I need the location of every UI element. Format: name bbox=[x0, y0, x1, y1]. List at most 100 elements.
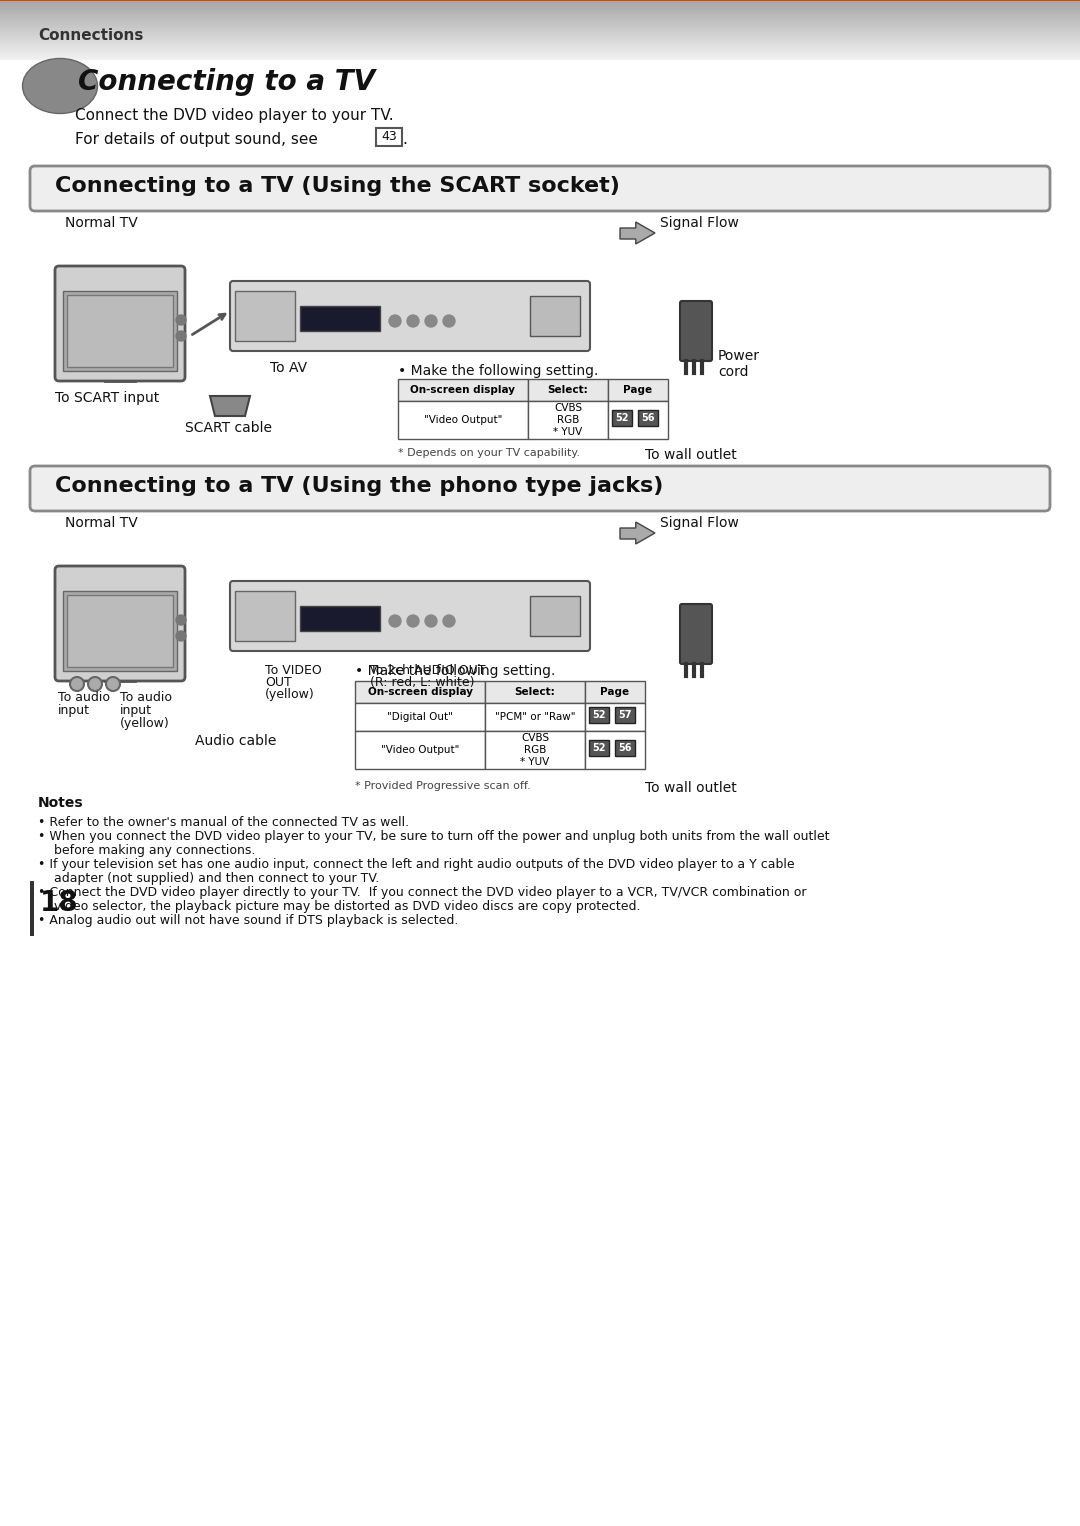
Bar bbox=[355, 703, 485, 731]
Bar bbox=[235, 291, 295, 340]
Text: On-screen display: On-screen display bbox=[367, 687, 473, 697]
Text: To 2ch AUDIO OUT: To 2ch AUDIO OUT bbox=[370, 664, 486, 678]
Text: SCART cable: SCART cable bbox=[185, 421, 272, 435]
Circle shape bbox=[407, 314, 419, 327]
Bar bbox=[615, 740, 635, 755]
Bar bbox=[485, 703, 585, 731]
Bar bbox=[485, 731, 585, 769]
Ellipse shape bbox=[23, 58, 97, 113]
Text: 52: 52 bbox=[616, 414, 629, 423]
Text: • If your television set has one audio input, connect the left and right audio o: • If your television set has one audio i… bbox=[38, 858, 795, 871]
Text: * Depends on your TV capability.: * Depends on your TV capability. bbox=[399, 449, 580, 458]
Text: Page: Page bbox=[623, 385, 652, 395]
Text: .: . bbox=[402, 133, 407, 146]
Bar bbox=[355, 731, 485, 769]
FancyBboxPatch shape bbox=[230, 581, 590, 652]
Polygon shape bbox=[620, 522, 654, 543]
Text: Connecting to a TV: Connecting to a TV bbox=[78, 69, 375, 96]
Text: "Digital Out": "Digital Out" bbox=[387, 713, 453, 722]
Circle shape bbox=[389, 314, 401, 327]
Circle shape bbox=[426, 314, 437, 327]
Text: To audio: To audio bbox=[58, 691, 110, 703]
Text: To SCART input: To SCART input bbox=[55, 391, 159, 404]
Circle shape bbox=[389, 615, 401, 627]
Text: Notes: Notes bbox=[38, 797, 83, 810]
Bar bbox=[585, 731, 645, 769]
Text: * Provided Progressive scan off.: * Provided Progressive scan off. bbox=[355, 781, 530, 790]
Bar bbox=[300, 307, 380, 331]
Circle shape bbox=[176, 615, 186, 626]
Bar bbox=[585, 681, 645, 703]
Circle shape bbox=[87, 678, 102, 691]
Polygon shape bbox=[210, 397, 249, 417]
Text: • Connect the DVD video player directly to your TV.  If you connect the DVD vide: • Connect the DVD video player directly … bbox=[38, 887, 807, 899]
Text: Signal Flow: Signal Flow bbox=[660, 516, 739, 530]
Text: adapter (not supplied) and then connect to your TV.: adapter (not supplied) and then connect … bbox=[38, 871, 379, 885]
Text: On-screen display: On-screen display bbox=[410, 385, 515, 395]
FancyBboxPatch shape bbox=[30, 166, 1050, 211]
Circle shape bbox=[176, 314, 186, 325]
Bar bbox=[399, 401, 528, 439]
Text: 56: 56 bbox=[642, 414, 654, 423]
Text: For details of output sound, see: For details of output sound, see bbox=[75, 133, 323, 146]
Text: (R: red, L: white): (R: red, L: white) bbox=[370, 676, 474, 690]
Bar bbox=[530, 296, 580, 336]
Bar bbox=[235, 591, 295, 641]
Text: Connect the DVD video player to your TV.: Connect the DVD video player to your TV. bbox=[75, 108, 393, 124]
FancyBboxPatch shape bbox=[680, 301, 712, 362]
Text: 43: 43 bbox=[381, 130, 396, 142]
Text: Normal TV: Normal TV bbox=[65, 217, 138, 230]
Text: To AV: To AV bbox=[270, 362, 307, 375]
Text: 56: 56 bbox=[618, 743, 632, 752]
FancyBboxPatch shape bbox=[55, 266, 185, 382]
Text: "PCM" or "Raw": "PCM" or "Raw" bbox=[495, 713, 576, 722]
Bar bbox=[485, 681, 585, 703]
Text: • Make the following setting.: • Make the following setting. bbox=[355, 664, 555, 678]
Bar bbox=[528, 401, 608, 439]
Text: 57: 57 bbox=[618, 710, 632, 720]
Text: CVBS
RGB
* YUV: CVBS RGB * YUV bbox=[553, 403, 582, 436]
Text: (yellow): (yellow) bbox=[265, 688, 314, 700]
Text: 52: 52 bbox=[592, 710, 606, 720]
FancyBboxPatch shape bbox=[55, 566, 185, 681]
Bar bbox=[376, 128, 402, 146]
Text: video selector, the playback picture may be distorted as DVD video discs are cop: video selector, the playback picture may… bbox=[38, 900, 640, 913]
Bar bbox=[63, 291, 177, 371]
Bar bbox=[638, 410, 658, 426]
Text: • When you connect the DVD video player to your TV, be sure to turn off the powe: • When you connect the DVD video player … bbox=[38, 830, 829, 842]
Text: CVBS
RGB
* YUV: CVBS RGB * YUV bbox=[521, 734, 550, 766]
Text: Normal TV: Normal TV bbox=[65, 516, 138, 530]
Bar bbox=[585, 703, 645, 731]
Bar bbox=[589, 740, 609, 755]
Text: input: input bbox=[120, 703, 152, 717]
Circle shape bbox=[176, 630, 186, 641]
Text: 18: 18 bbox=[40, 890, 79, 917]
Text: 52: 52 bbox=[592, 743, 606, 752]
Bar bbox=[608, 401, 669, 439]
Circle shape bbox=[443, 314, 455, 327]
Circle shape bbox=[407, 615, 419, 627]
Text: (yellow): (yellow) bbox=[120, 717, 170, 729]
Bar bbox=[355, 681, 485, 703]
Text: "Video Output": "Video Output" bbox=[423, 415, 502, 426]
FancyBboxPatch shape bbox=[30, 465, 1050, 511]
Text: Connecting to a TV (Using the SCART socket): Connecting to a TV (Using the SCART sock… bbox=[55, 175, 620, 195]
Circle shape bbox=[70, 678, 84, 691]
Text: To audio: To audio bbox=[120, 691, 172, 703]
Bar bbox=[528, 378, 608, 401]
Text: To wall outlet: To wall outlet bbox=[645, 781, 737, 795]
Text: Select:: Select: bbox=[548, 385, 589, 395]
Bar bbox=[615, 707, 635, 723]
Text: To VIDEO: To VIDEO bbox=[265, 664, 322, 678]
Circle shape bbox=[106, 678, 120, 691]
Text: OUT: OUT bbox=[265, 676, 292, 690]
Text: Connecting to a TV (Using the phono type jacks): Connecting to a TV (Using the phono type… bbox=[55, 476, 663, 496]
Text: To wall outlet: To wall outlet bbox=[645, 449, 737, 462]
Polygon shape bbox=[620, 221, 654, 244]
Text: Select:: Select: bbox=[515, 687, 555, 697]
Bar bbox=[589, 707, 609, 723]
Bar bbox=[300, 606, 380, 630]
Text: before making any connections.: before making any connections. bbox=[38, 844, 255, 858]
Circle shape bbox=[176, 331, 186, 340]
Bar bbox=[399, 378, 528, 401]
